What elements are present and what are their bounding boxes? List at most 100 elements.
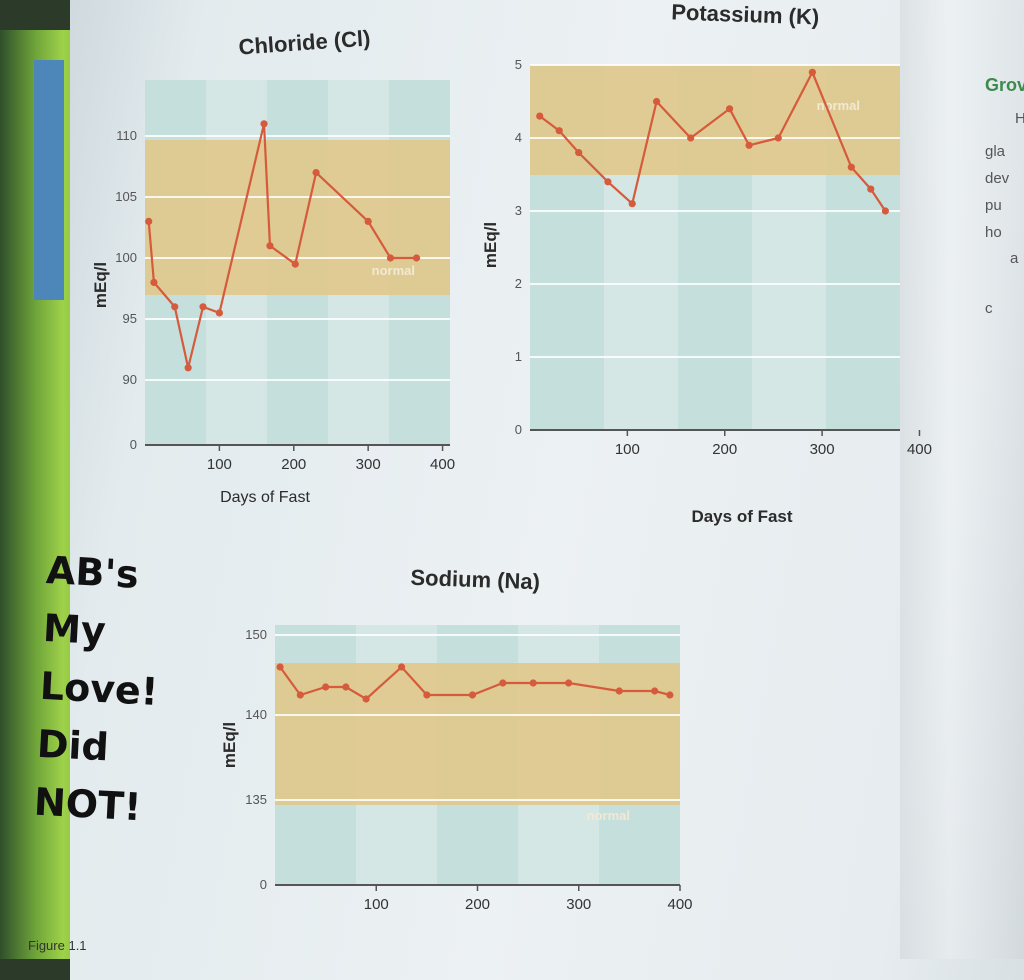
- data-point: [867, 185, 875, 193]
- side-text-line: a: [1010, 250, 1019, 267]
- data-point: [652, 97, 661, 106]
- normal-range-band: [275, 663, 680, 805]
- x-tick-label: 100: [207, 456, 232, 473]
- data-point: [412, 254, 421, 262]
- y-tick-label: 0: [515, 422, 522, 437]
- data-point: [296, 691, 304, 699]
- data-point: [604, 178, 612, 186]
- y-tick-label: 3: [515, 203, 522, 218]
- data-point: [150, 278, 158, 286]
- sodium-plot-area: normal 0 135 140 150 100 200 300 400: [245, 625, 693, 913]
- data-point: [322, 683, 330, 691]
- handwritten-note: AB's My Love! Did NOT!: [32, 548, 160, 830]
- data-point: [808, 68, 816, 76]
- side-text-line: gla: [985, 143, 1006, 160]
- chart-title: Potassium (K): [671, 0, 820, 30]
- y-tick-label: 110: [116, 128, 137, 143]
- data-point: [364, 217, 372, 225]
- data-point: [651, 687, 659, 695]
- y-tick-label: 5: [515, 57, 522, 72]
- data-point: [362, 695, 370, 703]
- data-point: [726, 105, 734, 113]
- y-tick-label: 4: [515, 130, 522, 145]
- x-tick-label: 400: [667, 896, 692, 913]
- x-tick-label: 200: [281, 456, 306, 473]
- data-point: [555, 127, 563, 135]
- y-tick-label: 140: [245, 707, 267, 722]
- data-point: [266, 242, 274, 250]
- x-tick-label: 400: [907, 441, 932, 458]
- y-tick-label: 150: [245, 627, 267, 642]
- side-text-line: dev: [985, 170, 1010, 187]
- y-axis-label: mEq/l: [91, 262, 110, 308]
- chloride-plot-area: normal 0 90 95 100 105 110 100 200 300 400: [115, 80, 455, 473]
- y-tick-label: 0: [130, 437, 137, 452]
- y-axis-label: mEq/l: [220, 722, 239, 768]
- side-text-line: c: [985, 300, 993, 317]
- side-heading: Grov: [985, 75, 1024, 95]
- y-tick-label: 105: [115, 189, 137, 204]
- data-point: [666, 691, 674, 699]
- data-point: [565, 679, 573, 687]
- y-tick-label: 135: [245, 792, 267, 807]
- chloride-chart: Chloride (Cl) mEq/l Days of Fast normal 0…: [91, 25, 455, 506]
- x-tick-label: 300: [566, 896, 591, 913]
- x-tick-label: 100: [364, 896, 389, 913]
- x-axis-label: Days of Fast: [220, 489, 310, 506]
- x-tick-label: 100: [615, 441, 640, 458]
- y-axis-label: mEq/l: [481, 222, 500, 268]
- chart-title: Chloride (Cl): [238, 25, 371, 59]
- data-point: [881, 207, 889, 215]
- x-tick-label: 300: [356, 456, 381, 473]
- side-text-line: ho: [985, 224, 1002, 241]
- data-point: [774, 134, 782, 142]
- x-tick-label: 300: [810, 441, 835, 458]
- data-point: [184, 364, 192, 372]
- sodium-chart: Sodium (Na) mEq/l normal 0 135 140 150 100 200…: [220, 565, 693, 913]
- figure-caption: Figure 1.1: [28, 938, 87, 953]
- data-point: [423, 691, 431, 699]
- data-point: [145, 217, 153, 225]
- book-cover-edge: [34, 60, 64, 300]
- x-tick-label: 200: [712, 441, 737, 458]
- data-point: [260, 120, 268, 128]
- potassium-chart: Potassium (K) mEq/l Days of Fast normal0…: [481, 0, 932, 526]
- data-point: [529, 679, 537, 687]
- y-tick-label: 90: [123, 372, 137, 387]
- data-point: [199, 303, 207, 311]
- side-text-line: H: [1015, 110, 1024, 127]
- data-point: [575, 149, 583, 157]
- data-point: [291, 260, 299, 268]
- data-point: [628, 200, 636, 208]
- x-tick-label: 200: [465, 896, 490, 913]
- data-point: [745, 141, 753, 149]
- y-tick-label: 2: [515, 276, 522, 291]
- page-fold: [900, 0, 1024, 959]
- normal-range-band: [145, 140, 450, 295]
- data-point: [468, 691, 477, 699]
- y-tick-label: 95: [123, 311, 137, 326]
- chart-title: Sodium (Na): [410, 565, 540, 595]
- data-point: [847, 163, 855, 171]
- x-axis-label: Days of Fast: [691, 507, 792, 526]
- data-point: [342, 683, 350, 691]
- x-tick-label: 400: [430, 456, 455, 473]
- normal-range-label: normal: [372, 263, 415, 278]
- y-tick-label: 1: [515, 349, 522, 364]
- data-point: [276, 663, 284, 671]
- side-text-line: pu: [985, 197, 1002, 214]
- data-point: [397, 663, 406, 671]
- normal-range-label: normal: [587, 808, 630, 823]
- y-tick-label: 0: [260, 877, 267, 892]
- data-point: [312, 169, 320, 177]
- data-line: [539, 69, 887, 212]
- y-tick-label: 100: [115, 250, 137, 265]
- data-point: [536, 112, 544, 120]
- data-point: [687, 134, 695, 142]
- data-point: [615, 687, 623, 695]
- data-point: [215, 309, 223, 317]
- data-point: [171, 303, 179, 311]
- data-point: [499, 679, 507, 687]
- data-point: [386, 254, 395, 262]
